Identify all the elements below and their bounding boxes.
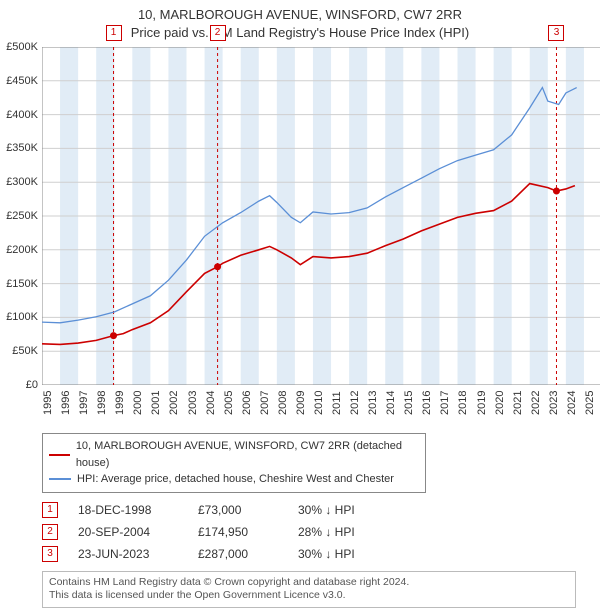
legend-item-price: 10, MARLBOROUGH AVENUE, WINSFORD, CW7 2R…	[49, 438, 419, 471]
y-tick-label: £400K	[6, 109, 42, 121]
x-tick-label: 2010	[309, 391, 325, 415]
chart-svg	[42, 47, 600, 385]
price-chart: £0£50K£100K£150K£200K£250K£300K£350K£400…	[42, 47, 600, 385]
event-marker-3: 3	[548, 25, 564, 41]
event-list: 1 18-DEC-1998 £73,000 30% ↓ HPI 2 20-SEP-2004…	[42, 499, 592, 565]
x-tick-label: 2005	[219, 391, 235, 415]
event-row-3: 3 23-JUN-2023 £287,000 30% ↓ HPI	[42, 543, 592, 565]
x-tick-label: 2006	[237, 391, 253, 415]
x-tick-label: 2007	[255, 391, 271, 415]
x-tick-label: 1995	[38, 391, 54, 415]
y-tick-label: £350K	[6, 142, 42, 154]
x-tick-label: 2016	[417, 391, 433, 415]
x-tick-label: 1999	[110, 391, 126, 415]
x-tick-label: 2009	[291, 391, 307, 415]
x-tick-label: 2001	[146, 391, 162, 415]
x-tick-label: 2019	[472, 391, 488, 415]
x-tick-label: 1996	[56, 391, 72, 415]
x-tick-label: 2004	[201, 391, 217, 415]
y-tick-label: £500K	[6, 41, 42, 53]
event-marker-1: 1	[106, 25, 122, 41]
legend-label-hpi: HPI: Average price, detached house, Ches…	[77, 471, 394, 488]
event-pct: 30% ↓ HPI	[298, 547, 398, 561]
footer-line-1: Contains HM Land Registry data © Crown c…	[49, 576, 569, 590]
legend: 10, MARLBOROUGH AVENUE, WINSFORD, CW7 2R…	[42, 433, 426, 493]
x-tick-label: 2022	[526, 391, 542, 415]
event-price: £174,950	[198, 525, 278, 539]
x-tick-label: 2024	[562, 391, 578, 415]
event-row-2: 2 20-SEP-2004 £174,950 28% ↓ HPI	[42, 521, 592, 543]
y-tick-label: £50K	[12, 345, 42, 357]
x-tick-label: 2025	[580, 391, 596, 415]
x-tick-label: 2020	[490, 391, 506, 415]
y-tick-label: £300K	[6, 176, 42, 188]
legend-swatch-hpi	[49, 478, 71, 480]
x-tick-label: 2023	[544, 391, 560, 415]
event-num: 1	[42, 502, 58, 518]
event-pct: 28% ↓ HPI	[298, 525, 398, 539]
x-tick-label: 1997	[74, 391, 90, 415]
x-tick-label: 2012	[345, 391, 361, 415]
event-row-1: 1 18-DEC-1998 £73,000 30% ↓ HPI	[42, 499, 592, 521]
x-tick-label: 2013	[363, 391, 379, 415]
x-tick-label: 2003	[183, 391, 199, 415]
x-tick-label: 2008	[273, 391, 289, 415]
event-date: 23-JUN-2023	[78, 547, 178, 561]
event-date: 18-DEC-1998	[78, 503, 178, 517]
y-tick-label: £150K	[6, 278, 42, 290]
y-tick-label: £450K	[6, 75, 42, 87]
y-tick-label: £250K	[6, 210, 42, 222]
x-tick-label: 2011	[327, 391, 343, 415]
title-line-2: Price paid vs. HM Land Registry's House …	[8, 24, 592, 42]
event-price: £287,000	[198, 547, 278, 561]
x-tick-label: 2000	[128, 391, 144, 415]
event-marker-2: 2	[210, 25, 226, 41]
x-tick-label: 2017	[435, 391, 451, 415]
x-tick-label: 1998	[92, 391, 108, 415]
y-tick-label: £200K	[6, 244, 42, 256]
title-line-1: 10, MARLBOROUGH AVENUE, WINSFORD, CW7 2R…	[8, 6, 592, 24]
x-tick-label: 2002	[164, 391, 180, 415]
x-tick-label: 2021	[508, 391, 524, 415]
event-pct: 30% ↓ HPI	[298, 503, 398, 517]
legend-item-hpi: HPI: Average price, detached house, Ches…	[49, 471, 419, 488]
y-tick-label: £0	[26, 379, 42, 391]
y-tick-label: £100K	[6, 311, 42, 323]
chart-title: 10, MARLBOROUGH AVENUE, WINSFORD, CW7 2R…	[8, 6, 592, 41]
x-tick-label: 2015	[399, 391, 415, 415]
x-tick-label: 2014	[381, 391, 397, 415]
legend-swatch-price	[49, 454, 70, 456]
event-num: 2	[42, 524, 58, 540]
footer-line-2: This data is licensed under the Open Gov…	[49, 589, 569, 603]
event-date: 20-SEP-2004	[78, 525, 178, 539]
footer: Contains HM Land Registry data © Crown c…	[42, 571, 576, 608]
event-num: 3	[42, 546, 58, 562]
event-price: £73,000	[198, 503, 278, 517]
x-tick-label: 2018	[453, 391, 469, 415]
legend-label-price: 10, MARLBOROUGH AVENUE, WINSFORD, CW7 2R…	[76, 438, 419, 471]
